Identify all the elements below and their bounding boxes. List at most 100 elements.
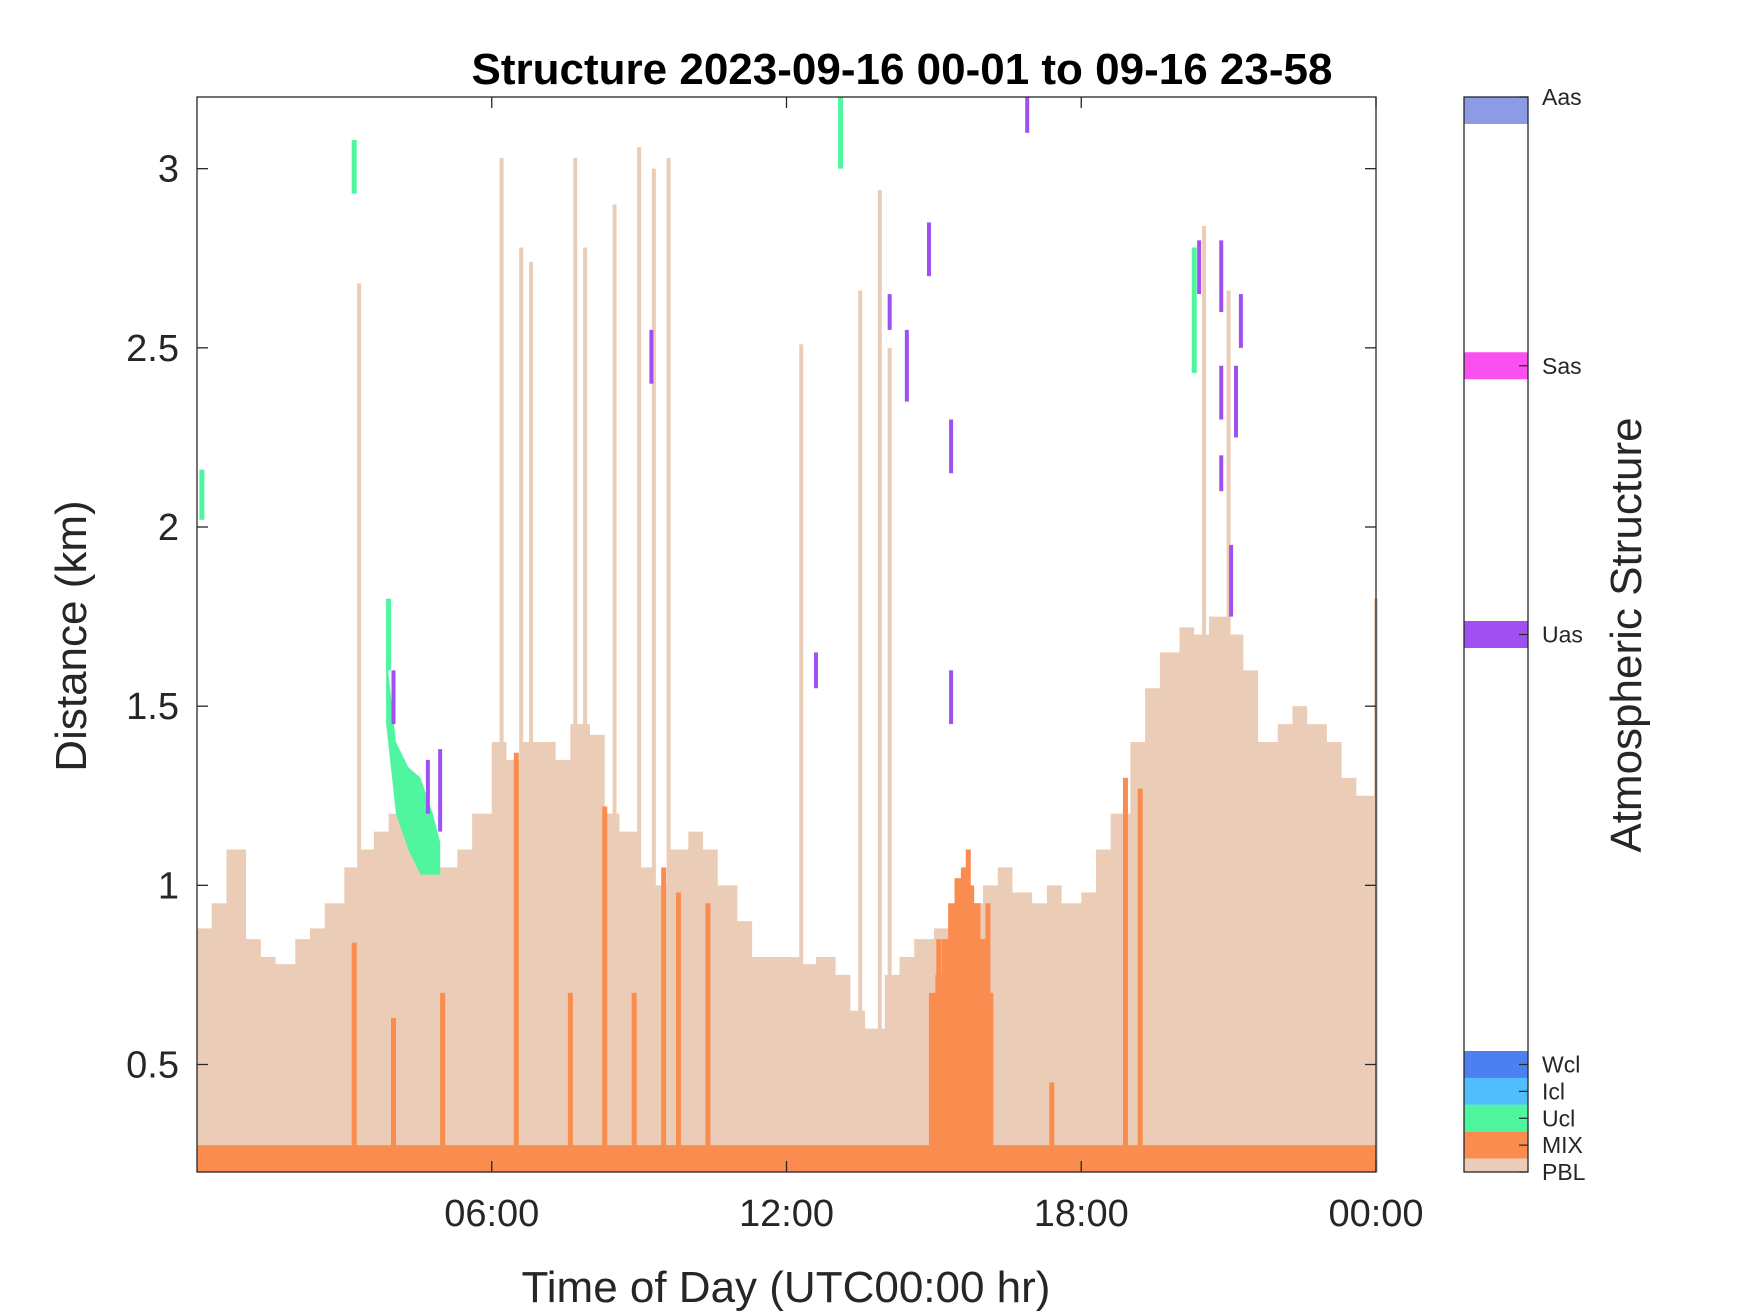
uas-segment [926,222,931,277]
mix-block-bar [967,885,975,1172]
uas-segment [1219,455,1224,492]
colorbar-label-wcl: Wcl [1542,1052,1580,1078]
x-tick-label: 12:00 [739,1193,834,1235]
y-tick-label: 1 [158,865,179,907]
mix-spike [440,992,446,1172]
colorbar-label-icl: Icl [1542,1078,1565,1104]
colorbar-swatch-wcl [1464,1051,1528,1078]
uas-segment [425,759,430,814]
chart-title: Structure 2023-09-16 00-01 to 09-16 23-5… [472,45,1333,94]
colorbar-swatch-icl [1464,1077,1528,1105]
ucl-segment [351,140,357,194]
mix-spike [391,1017,396,1172]
uas-segment [949,419,954,474]
y-tick-label: 3 [158,149,179,191]
ucl-segment [1191,247,1197,373]
pbl-spike [519,247,524,1172]
pbl-spike [357,283,362,1172]
uas-segment [949,670,954,725]
mix-spike [705,903,711,1172]
mix-block-bar [960,867,968,1172]
pbl-spike [583,247,588,1172]
mix-block-bar [980,939,987,1172]
uas-segment [904,329,909,402]
pbl-spike [666,157,671,1172]
axes: 0.5 1 1.5 2 2.5 3 06:00 12:00 18:00 00:00 [126,96,1424,1235]
pbl-spike [799,344,804,1172]
uas-segment [813,652,818,689]
mix-spike [675,892,681,1172]
pbl-spike [858,290,863,1172]
colorbar-title: Atmospheric Structure [1602,417,1651,852]
uas-segment [438,749,443,832]
pbl-spike [1202,226,1207,1172]
uas-segment [1197,240,1202,295]
colorbar-swatch-ucl [1464,1104,1528,1132]
mix-spike [1137,788,1143,1172]
pbl-area [197,616,1376,1172]
y-tick-label: 2 [158,507,179,549]
x-tick-label: 00:00 [1328,1193,1423,1235]
colorbar-label-uas: Uas [1542,622,1583,648]
x-axis-title: Time of Day (UTC00:00 hr) [522,1263,1051,1312]
mix-spike [1049,1082,1055,1172]
y-tick-label: 2.5 [126,328,179,370]
pbl-spike [887,347,892,1172]
y-tick-label: 1.5 [126,686,179,728]
mix-spike [661,867,667,1172]
mix-block-bar [941,939,949,1172]
colorbar-swatch-pbl [1464,1158,1528,1172]
y-tick-label: 0.5 [126,1045,179,1087]
mix-spike [602,806,608,1172]
colorbar-label-sas: Sas [1542,353,1582,379]
pbl-spike [1226,290,1231,1172]
mix-block-bar [928,992,936,1172]
colorbar-label-aas: Aas [1542,84,1582,110]
mix-spike [567,992,573,1172]
mix-block-bar [954,878,962,1172]
x-tick-label: 06:00 [444,1193,539,1235]
uas-segment [887,294,892,330]
uas-segment [1025,97,1030,133]
ucl-region [386,652,441,875]
pbl-spike [499,157,504,1172]
pbl-spike [573,157,578,1172]
mix-spike [513,752,519,1172]
uas-segment [391,670,396,725]
mix-block-bar [973,903,981,1172]
y-axis-title: Distance (km) [47,500,96,771]
uas-segment [1219,365,1224,420]
pbl-spike [612,204,617,1172]
plot-area [197,97,1378,1173]
mix-spike [631,992,637,1172]
ucl-segment [386,598,392,671]
pbl-spike [637,147,642,1173]
colorbar-swatch-mix [1464,1131,1528,1159]
colorbar-frame [1463,96,1529,1173]
colorbar-swatch-uas [1464,621,1528,648]
x-tick-label: 18:00 [1034,1193,1129,1235]
pbl-spike [877,190,882,1172]
mix-block-bar [948,903,956,1172]
pbl-spike [529,261,534,1172]
colorbar-label-ucl: Ucl [1542,1105,1575,1131]
ucl-segment [199,469,205,520]
colorbar-label-pbl: PBL [1542,1159,1586,1185]
mix-block-bar [986,992,994,1172]
mix-spike [351,942,357,1172]
colorbar-label-mix: MIX [1542,1132,1583,1158]
colorbar-swatch-aas [1464,97,1528,124]
mix-block-bar [935,974,943,1172]
uas-segment [1233,365,1238,438]
ucl-segment [838,97,844,169]
colorbar-swatch-sas [1464,352,1528,380]
uas-segment [1238,294,1243,348]
pbl-spike [651,168,656,1172]
uas-segment [1229,544,1234,617]
mix-spike [1122,777,1128,1172]
uas-segment [649,329,654,384]
uas-segment [1219,240,1224,312]
